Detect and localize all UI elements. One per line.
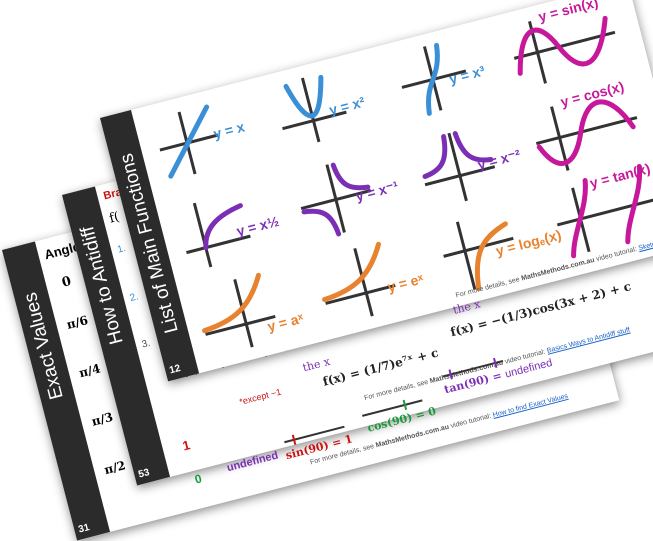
linear-graph-icon	[159, 104, 219, 179]
card-main-functions: List of Main Functions 12 y = x y = x²	[100, 0, 653, 382]
exact-values-lower-strip: 0 undefined sin(90) = 1 cos(90) = 0 tan(…	[180, 357, 585, 530]
truncus-graph-icon	[422, 131, 496, 202]
exponential-e-graph-icon	[322, 241, 396, 317]
function-hyperbola: y = x⁻¹	[283, 142, 410, 247]
function-exponential-e: y = eˣ	[305, 228, 432, 333]
function-linear: y = x	[140, 86, 266, 189]
page-number: 12	[168, 363, 182, 377]
function-sine: y = sin(x)	[498, 0, 644, 97]
cosine-graph-icon	[535, 99, 638, 171]
tutorial-link[interactable]: How to find Exact Values	[492, 392, 569, 420]
exact-value: 0	[193, 471, 204, 487]
formula-start: f(	[107, 209, 122, 227]
number-line-icon	[284, 425, 345, 445]
step-number: 1.	[116, 242, 128, 256]
angle-value: π/2	[102, 458, 128, 478]
function-truncus: y = x⁻²	[405, 111, 532, 216]
unit-circle-marker	[281, 419, 349, 453]
function-cubic: y = x³	[382, 24, 508, 127]
card-title: Exact Values	[19, 290, 68, 402]
page-number: 31	[77, 522, 91, 536]
unit-circle-marker	[439, 354, 507, 388]
angle-value: 0	[60, 273, 73, 291]
function-tangent: y = tan(x)	[541, 153, 653, 263]
function-quadratic: y = x²	[260, 55, 386, 158]
cubic-graph-icon	[401, 42, 467, 116]
exponential-a-graph-icon	[202, 272, 276, 348]
page-number: 53	[137, 467, 151, 481]
step-number: 3.	[140, 337, 152, 351]
tangent-graph-icon	[556, 164, 653, 259]
angle-value: π/3	[90, 409, 115, 429]
angle-value: π/4	[77, 361, 102, 381]
footer-mid: video tutorial:	[448, 412, 494, 431]
step-number: 2.	[128, 291, 140, 305]
bottom-value: 1	[180, 437, 192, 454]
angle-value: π/6	[65, 312, 90, 332]
log-graph-icon	[443, 221, 514, 292]
number-line-icon	[442, 357, 504, 380]
sine-graph-icon	[513, 15, 616, 84]
function-root: y = x½	[163, 173, 290, 278]
quadratic-graph-icon	[282, 74, 347, 143]
hyperbola-graph-icon	[300, 162, 372, 237]
unit-circle-marker	[359, 393, 427, 427]
function-log: y = logₑ(x)	[427, 196, 563, 301]
hint-text: the x	[301, 354, 332, 375]
root-graph-icon	[186, 202, 251, 268]
function-cosine: y = cos(x)	[520, 72, 653, 182]
number-line-icon	[362, 399, 423, 417]
except-note: *except −1	[238, 386, 283, 407]
function-exponential-a: y = aˣ	[185, 259, 312, 364]
exact-value: undefined	[225, 449, 280, 475]
